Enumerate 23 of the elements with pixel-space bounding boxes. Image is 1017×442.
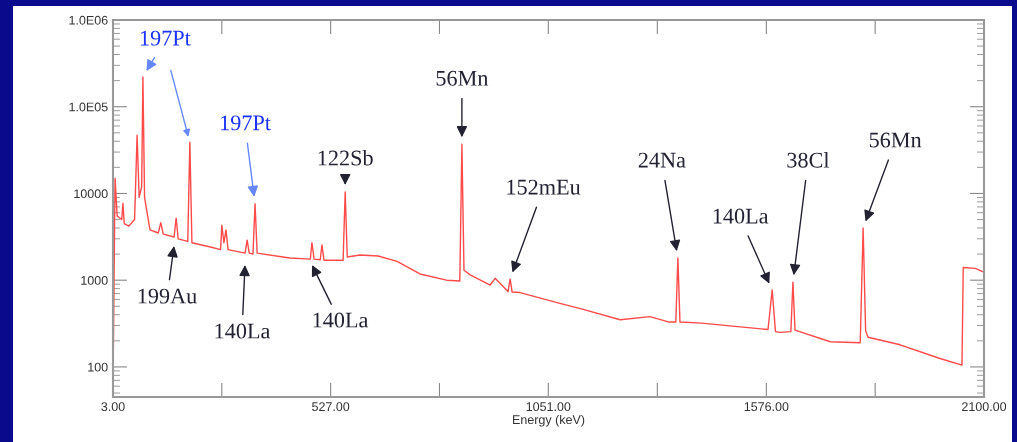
- y-tick-label: 1.0E05: [69, 102, 108, 112]
- annotation: 24Na: [638, 152, 686, 168]
- annotation: 152mEu: [507, 179, 581, 195]
- x-tick-label: 527.00: [312, 402, 350, 412]
- x-axis-title: Energy (keV): [513, 414, 585, 427]
- x-tick-label: 1051.00: [526, 402, 571, 412]
- annotation: 197Pt: [140, 30, 191, 46]
- y-tick-label: 10000: [74, 189, 108, 199]
- annotation: 199Au: [138, 288, 197, 304]
- annotation: 140La: [313, 312, 369, 328]
- y-tick-label: 100: [88, 362, 108, 372]
- annotation: 56Mn: [436, 70, 489, 86]
- x-tick-label: 1576.00: [744, 402, 789, 412]
- x-tick-label: 3.00: [101, 402, 125, 412]
- annotation: 140La: [215, 323, 271, 339]
- y-tick-label: 1000: [81, 275, 108, 285]
- annotation: 56Mn: [869, 132, 922, 148]
- annotation: 122Sb: [318, 149, 373, 166]
- x-tick-label: 2100.00: [962, 402, 1007, 412]
- annotation: 197Pt: [221, 115, 271, 131]
- annotation: 140La: [713, 208, 769, 224]
- y-tick-label: 1.0E06: [69, 15, 108, 25]
- annotation: 38Cl: [787, 152, 830, 168]
